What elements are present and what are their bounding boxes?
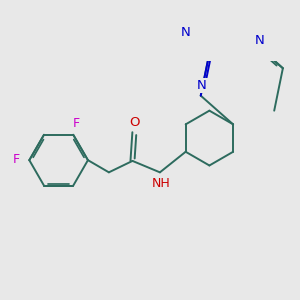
Text: N: N	[255, 34, 265, 47]
Text: N: N	[181, 26, 191, 39]
Text: NH: NH	[152, 177, 171, 190]
Text: F: F	[13, 153, 20, 166]
Text: N: N	[197, 79, 207, 92]
Text: O: O	[130, 116, 140, 129]
Text: F: F	[73, 117, 80, 130]
